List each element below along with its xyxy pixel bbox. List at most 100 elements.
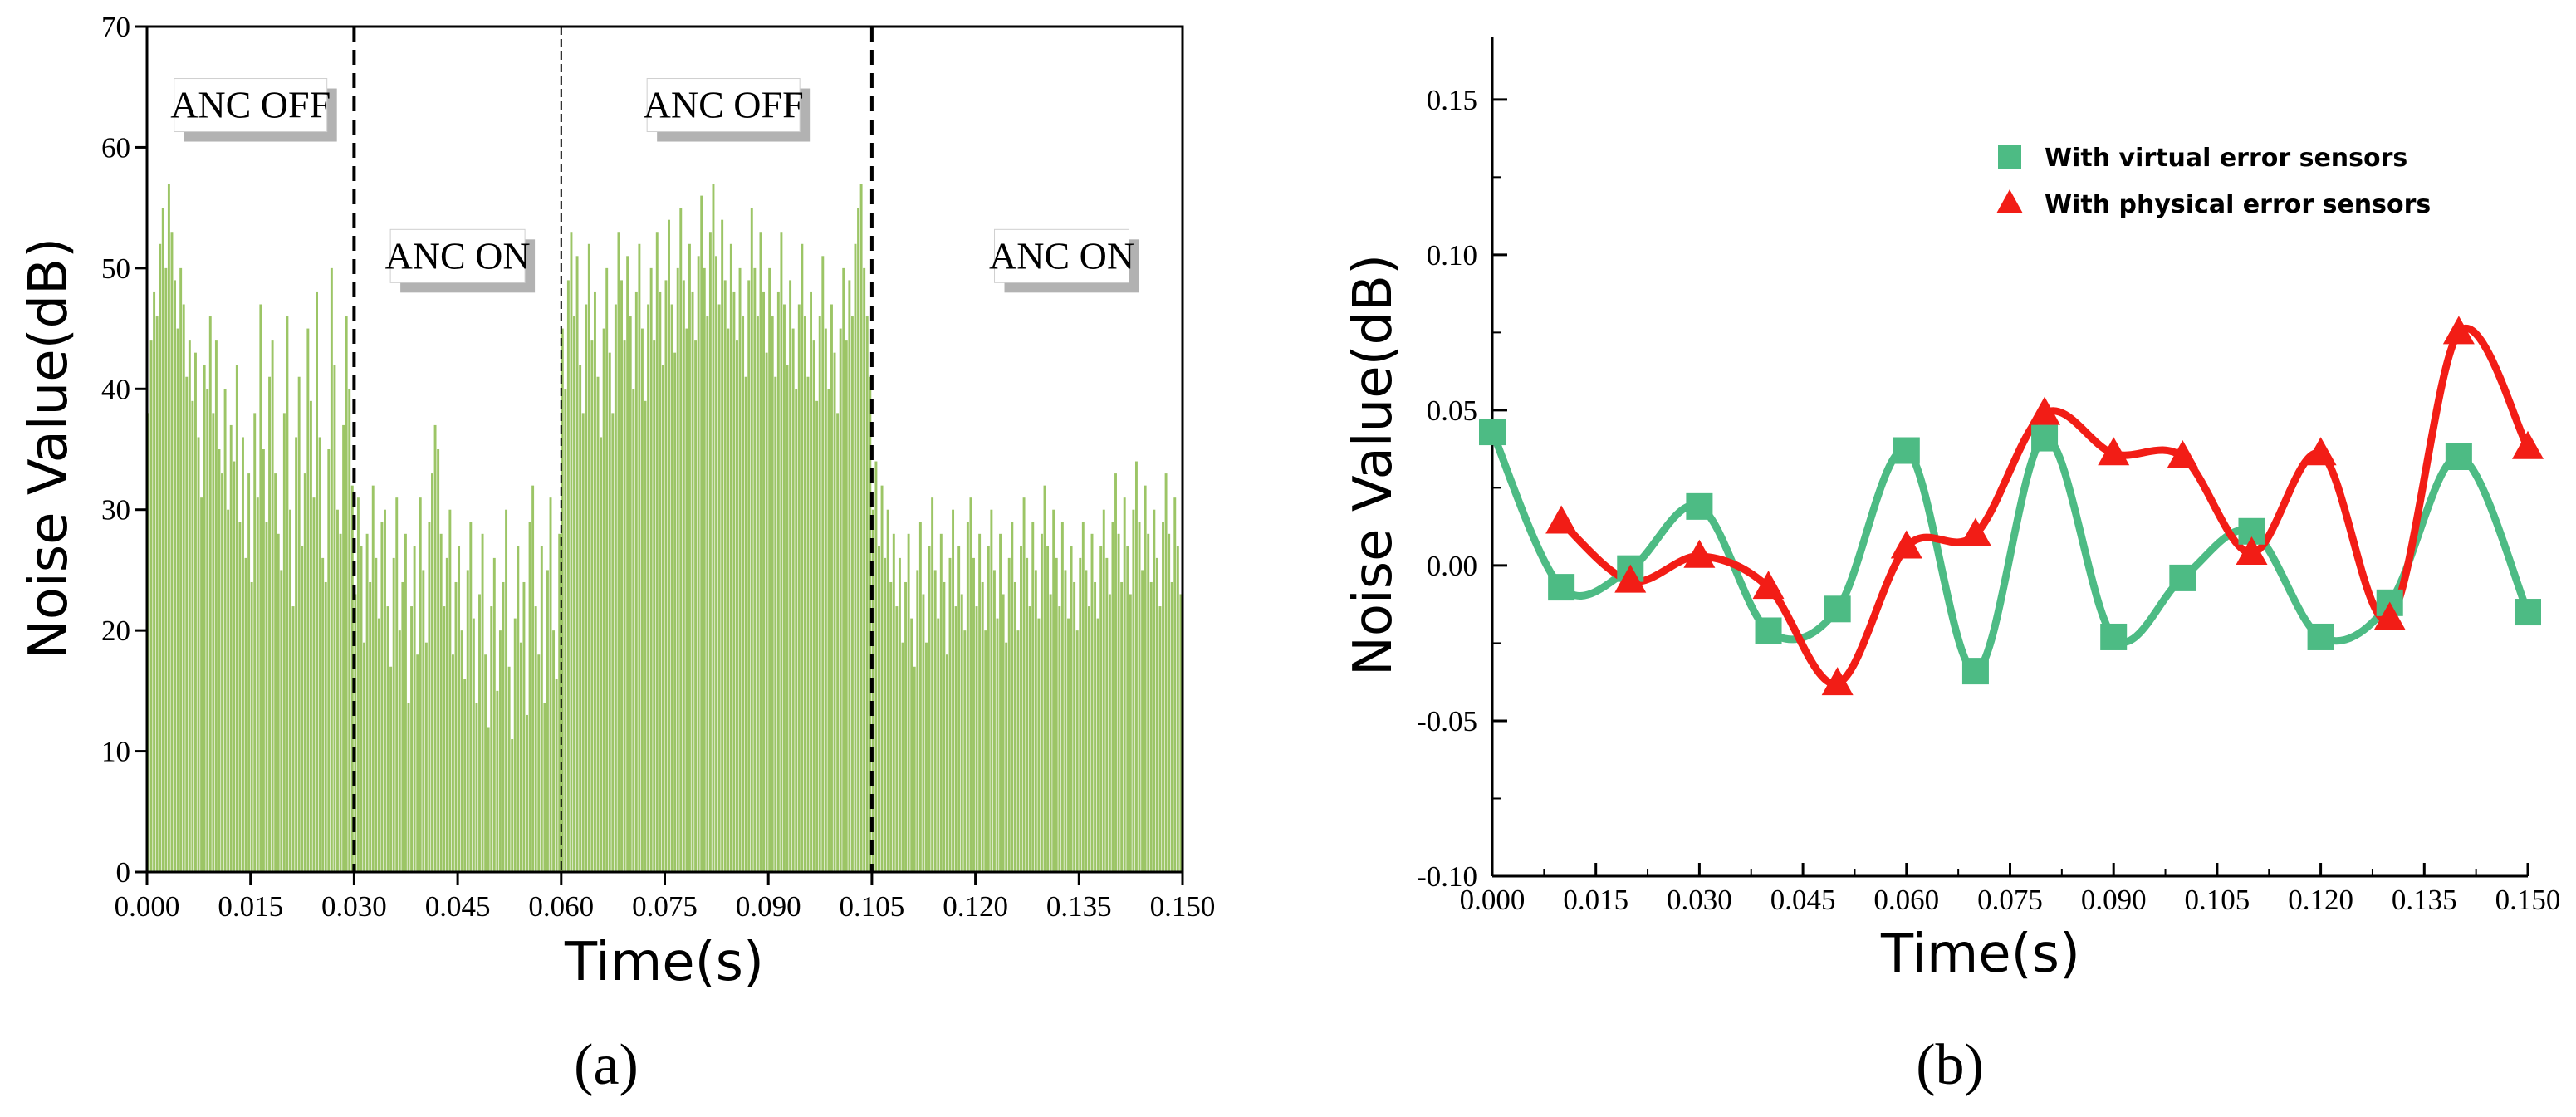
a-x-tick-label: 0.060 bbox=[528, 890, 594, 923]
bar-seg3-93 bbox=[1147, 533, 1150, 872]
bar-seg0-41 bbox=[268, 376, 271, 872]
bar-seg3-85 bbox=[1123, 497, 1126, 872]
bar-seg1-68 bbox=[555, 679, 558, 872]
bar-seg3-51 bbox=[1022, 497, 1026, 872]
bar-seg2-95 bbox=[842, 267, 845, 872]
bar-seg1-45 bbox=[487, 727, 490, 872]
bar-seg0-64 bbox=[336, 509, 339, 872]
bar-seg3-67 bbox=[1070, 546, 1073, 872]
bar-seg1-38 bbox=[466, 570, 469, 872]
annotation-label-0: ANC OFF bbox=[170, 84, 331, 126]
bar-seg2-93 bbox=[836, 413, 840, 872]
bar-seg1-55 bbox=[517, 546, 520, 872]
bar-seg0-8 bbox=[170, 232, 174, 873]
physical-point bbox=[1545, 505, 1578, 534]
bar-seg3-27 bbox=[952, 509, 955, 872]
bar-seg3-15 bbox=[916, 570, 919, 872]
bar-seg1-7 bbox=[375, 557, 378, 872]
virtual-point bbox=[2307, 623, 2334, 650]
bar-seg3-47 bbox=[1011, 522, 1014, 872]
a-y-tick-label: 0 bbox=[116, 856, 131, 889]
bar-seg2-18 bbox=[614, 304, 617, 872]
bar-seg2-60 bbox=[738, 267, 742, 872]
bar-seg3-37 bbox=[981, 581, 984, 872]
bar-seg2-81 bbox=[801, 243, 804, 872]
bar-seg3-19 bbox=[928, 546, 931, 872]
bar-seg1-5 bbox=[369, 581, 372, 872]
virtual-point bbox=[2445, 443, 2472, 470]
bar-seg1-15 bbox=[398, 630, 401, 872]
b-x-tick-label: 0.060 bbox=[1873, 884, 1939, 916]
bar-seg0-37 bbox=[256, 497, 259, 872]
bar-seg0-30 bbox=[235, 365, 238, 872]
bar-seg2-96 bbox=[845, 340, 848, 872]
bar-seg3-92 bbox=[1144, 485, 1147, 872]
bar-seg1-44 bbox=[484, 654, 487, 872]
bar-seg2-47 bbox=[700, 195, 703, 873]
bar-seg2-98 bbox=[850, 316, 854, 872]
bar-seg2-41 bbox=[682, 280, 685, 872]
bar-seg1-50 bbox=[502, 581, 505, 872]
bar-seg2-58 bbox=[732, 291, 736, 872]
a-x-tick-label: 0.045 bbox=[425, 890, 491, 923]
bar-seg1-37 bbox=[463, 679, 467, 872]
bar-seg3-74 bbox=[1090, 533, 1094, 872]
bar-seg0-42 bbox=[271, 340, 274, 872]
bar-seg0-51 bbox=[297, 376, 301, 872]
bar-seg1-56 bbox=[519, 642, 522, 872]
bar-seg3-20 bbox=[931, 497, 934, 872]
a-y-tick-label: 30 bbox=[101, 494, 130, 527]
a-x-tick-label: 0.120 bbox=[943, 890, 1008, 923]
bar-seg3-99 bbox=[1164, 473, 1168, 872]
bar-seg2-61 bbox=[742, 316, 745, 872]
bar-seg2-78 bbox=[791, 328, 795, 872]
bar-seg2-94 bbox=[839, 328, 842, 872]
physical-point bbox=[1683, 539, 1716, 568]
bar-seg3-43 bbox=[999, 533, 1002, 872]
bar-seg1-23 bbox=[422, 570, 425, 872]
bar-seg3-22 bbox=[937, 618, 940, 872]
bar-seg2-39 bbox=[676, 267, 679, 872]
bar-seg2-32 bbox=[655, 232, 659, 873]
bar-seg2-77 bbox=[789, 280, 792, 872]
bar-seg1-2 bbox=[360, 546, 363, 872]
panel-a-annotations: ANC OFF ANC ON ANC OFF ANC ON bbox=[170, 78, 1139, 293]
bar-seg0-69 bbox=[350, 485, 354, 872]
bar-seg2-10 bbox=[590, 340, 594, 872]
bar-seg0-5 bbox=[161, 208, 164, 872]
bar-seg3-86 bbox=[1126, 546, 1129, 872]
bar-seg0-11 bbox=[179, 267, 183, 872]
bar-seg2-101 bbox=[859, 184, 863, 872]
a-x-tick-label: 0.090 bbox=[736, 890, 801, 923]
bar-seg1-54 bbox=[513, 618, 517, 872]
bar-seg0-40 bbox=[265, 522, 268, 872]
bar-seg2-72 bbox=[774, 376, 777, 872]
bar-seg3-31 bbox=[963, 630, 967, 872]
bar-seg1-19 bbox=[410, 606, 414, 872]
bar-seg1-21 bbox=[416, 654, 419, 872]
bar-seg0-47 bbox=[286, 316, 289, 872]
bar-seg2-23 bbox=[629, 316, 632, 872]
bar-seg0-14 bbox=[188, 340, 191, 872]
bar-seg2-38 bbox=[673, 352, 677, 872]
bar-seg2-80 bbox=[797, 304, 801, 872]
bar-seg2-74 bbox=[780, 232, 783, 873]
bar-seg1-39 bbox=[469, 522, 473, 872]
bar-seg3-70 bbox=[1079, 557, 1082, 872]
annotation-label-2: ANC OFF bbox=[644, 84, 804, 126]
a-y-tick-label: 60 bbox=[101, 131, 130, 164]
bar-seg2-26 bbox=[638, 243, 641, 872]
bar-seg1-61 bbox=[534, 606, 537, 872]
a-y-tick-label: 40 bbox=[101, 373, 130, 405]
bar-seg3-10 bbox=[901, 642, 904, 872]
bar-seg3-79 bbox=[1105, 557, 1109, 872]
bar-seg0-67 bbox=[345, 316, 348, 872]
bar-seg3-68 bbox=[1073, 581, 1076, 872]
panel-a: 0.000 0.015 0.030 0.045 0.060 0.075 0.090 0.105… bbox=[18, 11, 1215, 993]
a-x-tick-label: 0.015 bbox=[218, 890, 283, 923]
bar-seg2-69 bbox=[765, 352, 768, 872]
bar-seg1-60 bbox=[531, 485, 535, 872]
physical-point bbox=[2098, 437, 2130, 466]
